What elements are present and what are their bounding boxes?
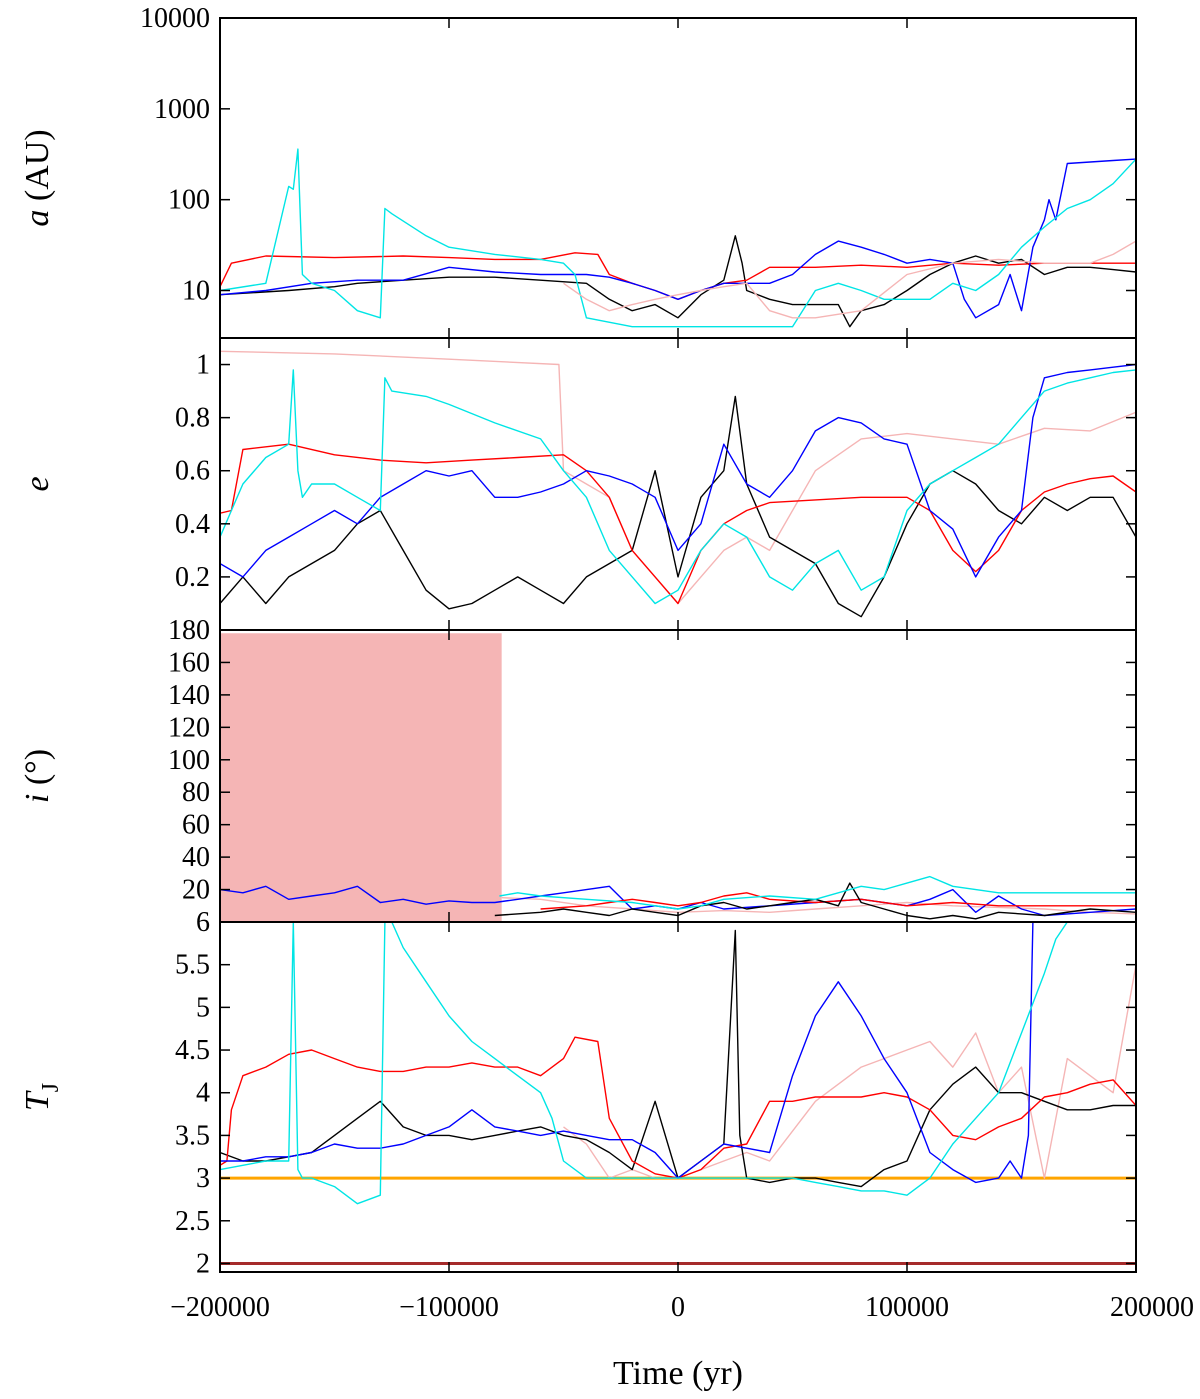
series-cyan-e bbox=[220, 369, 1136, 605]
ytick-label: 40 bbox=[182, 842, 210, 873]
ytick-label: 140 bbox=[168, 680, 210, 711]
y-axis-label-e: e bbox=[19, 476, 56, 491]
ytick-label: 0.6 bbox=[175, 456, 210, 487]
y-axis-label-i: i (°) bbox=[19, 749, 56, 803]
x-axis-label: Time (yr) bbox=[613, 1355, 743, 1392]
ytick-label: 160 bbox=[168, 647, 210, 678]
ytick-label: 3.5 bbox=[175, 1120, 210, 1151]
ytick-label: 5 bbox=[196, 992, 210, 1023]
plot-area-i bbox=[220, 633, 1136, 922]
y-axis-label-a: a (AU) bbox=[19, 129, 56, 226]
panel-e: 0.2 0.4 0.6 0.8 1 e bbox=[19, 337, 1137, 631]
series-black-a bbox=[220, 235, 1136, 328]
ytick-label: 0.2 bbox=[175, 562, 210, 593]
series-red-TJ bbox=[220, 1036, 1136, 1179]
ytick-label: 6 bbox=[196, 907, 210, 938]
ytick-label: 10000 bbox=[140, 3, 210, 34]
series-red-i bbox=[540, 892, 1136, 910]
frame-a bbox=[219, 17, 1137, 339]
panel-TJ: 2 2.5 3 3.5 4 4.5 5 5.5 6 −200000 −100000 0 100000 20… bbox=[19, 907, 1194, 1323]
frame-e bbox=[219, 337, 1137, 631]
y-axis-label-TJ: TJ bbox=[19, 1083, 64, 1111]
ytick-label: 4 bbox=[196, 1078, 210, 1109]
xtick-label: −100000 bbox=[399, 1292, 499, 1323]
plot-area-a bbox=[220, 148, 1136, 328]
series-cyan-a bbox=[220, 148, 1136, 328]
ytick-label: 100 bbox=[168, 185, 210, 216]
ytick-label: 1000 bbox=[154, 94, 210, 125]
panel-a: 10 100 1000 10000 a (AU) bbox=[19, 3, 1137, 339]
ytick-label: 4.5 bbox=[175, 1035, 210, 1066]
ytick-label: 120 bbox=[168, 712, 210, 743]
ytick-label: 100 bbox=[168, 745, 210, 776]
ytick-label: 5.5 bbox=[175, 950, 210, 981]
ytick-label: 20 bbox=[182, 875, 210, 906]
series-blue-a bbox=[220, 158, 1136, 319]
ytick-label: 80 bbox=[182, 777, 210, 808]
xtick-label: 200000 bbox=[1110, 1292, 1194, 1323]
series-blue-i bbox=[220, 885, 1136, 917]
series-pink-a bbox=[563, 240, 1136, 319]
series-pink-band bbox=[220, 633, 502, 922]
series-black-i bbox=[494, 882, 1136, 920]
ytick-label: 3 bbox=[196, 1163, 210, 1194]
frame-TJ bbox=[219, 921, 1137, 1273]
xtick-label: −200000 bbox=[170, 1292, 270, 1323]
series-blue-e bbox=[220, 363, 1136, 578]
ytick-label: 60 bbox=[182, 810, 210, 841]
plot-area-TJ bbox=[220, 922, 1136, 1265]
series-pink-i bbox=[501, 897, 1136, 915]
xtick-label: 100000 bbox=[865, 1292, 949, 1323]
ytick-label: 2 bbox=[196, 1248, 210, 1279]
series-cyan-i bbox=[499, 875, 1136, 910]
series-black-e bbox=[220, 395, 1136, 618]
ytick-label: 10 bbox=[182, 276, 210, 307]
ytick-label: 180 bbox=[168, 615, 210, 646]
series-pink-e bbox=[220, 350, 1136, 605]
ytick-label: 0.4 bbox=[175, 509, 210, 540]
series-cyan-TJ bbox=[220, 922, 1068, 1205]
series-pink-TJ bbox=[563, 964, 1136, 1179]
ytick-label: 0.8 bbox=[175, 403, 210, 434]
series-blue-TJ bbox=[220, 922, 1034, 1184]
xtick-label: 0 bbox=[671, 1292, 685, 1323]
plot-area-e bbox=[220, 350, 1136, 618]
ytick-label: 1 bbox=[196, 350, 210, 381]
ytick-label: 2.5 bbox=[175, 1206, 210, 1237]
